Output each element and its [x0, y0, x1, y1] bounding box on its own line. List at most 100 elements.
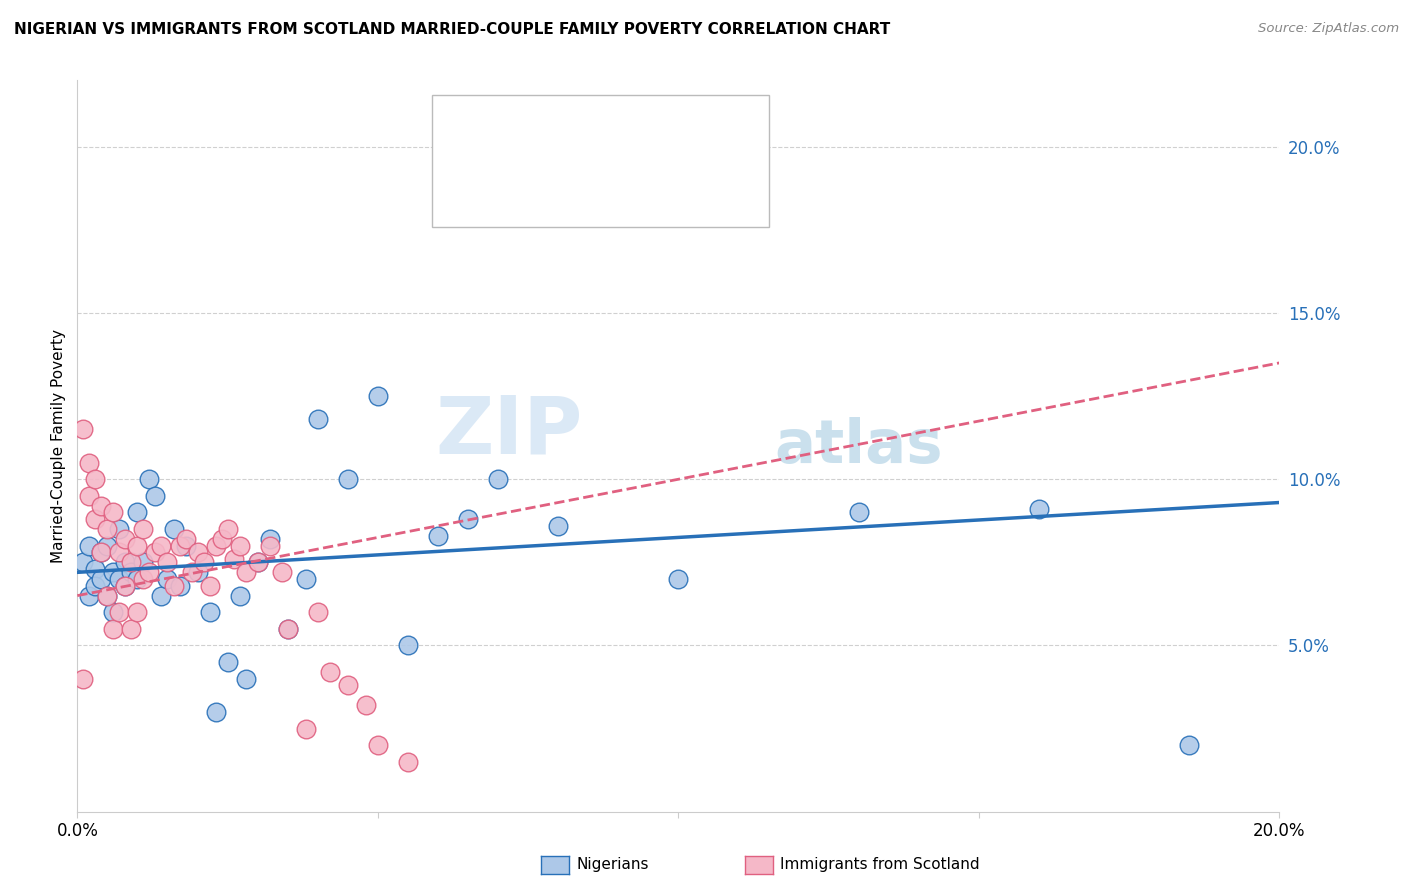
- Point: [259, 539, 281, 553]
- Point: [114, 579, 136, 593]
- Point: [120, 566, 142, 580]
- Point: [246, 555, 269, 569]
- Point: [270, 566, 292, 580]
- Point: [259, 532, 281, 546]
- Point: [277, 622, 299, 636]
- Point: [204, 705, 226, 719]
- Point: [108, 572, 131, 586]
- Point: [668, 572, 690, 586]
- Point: [246, 555, 269, 569]
- Point: [319, 665, 342, 679]
- Point: [132, 555, 155, 569]
- Point: [145, 489, 167, 503]
- Point: [198, 579, 221, 593]
- Point: [228, 589, 250, 603]
- Point: [396, 639, 419, 653]
- Point: [79, 456, 101, 470]
- Point: [108, 522, 131, 536]
- Point: [84, 579, 107, 593]
- Point: [217, 522, 239, 536]
- Point: [96, 522, 118, 536]
- Text: Source: ZipAtlas.com: Source: ZipAtlas.com: [1258, 22, 1399, 36]
- Point: [150, 539, 173, 553]
- Point: [72, 555, 94, 569]
- Text: 48: 48: [600, 117, 624, 135]
- Point: [103, 622, 125, 636]
- Point: [457, 512, 479, 526]
- Point: [114, 532, 136, 546]
- Point: [235, 566, 257, 580]
- Point: [72, 422, 94, 436]
- Point: [145, 545, 167, 559]
- Point: [336, 678, 359, 692]
- Point: [127, 539, 149, 553]
- Point: [127, 572, 149, 586]
- Point: [138, 472, 160, 486]
- Point: [294, 722, 316, 736]
- Point: [90, 499, 112, 513]
- Point: [174, 532, 197, 546]
- Point: [294, 572, 316, 586]
- Point: [162, 522, 184, 536]
- Point: [1028, 502, 1050, 516]
- Point: [156, 555, 179, 569]
- Text: R =: R =: [484, 117, 520, 135]
- Point: [108, 605, 131, 619]
- Point: [427, 529, 450, 543]
- Text: 0.210: 0.210: [515, 150, 568, 168]
- Point: [79, 489, 101, 503]
- Point: [132, 572, 155, 586]
- Point: [367, 738, 389, 752]
- Point: [156, 572, 179, 586]
- Point: [162, 579, 184, 593]
- Text: N =: N =: [569, 150, 606, 168]
- Point: [127, 605, 149, 619]
- Point: [127, 506, 149, 520]
- Point: [90, 572, 112, 586]
- Point: [180, 566, 202, 580]
- Point: [103, 566, 125, 580]
- Text: NIGERIAN VS IMMIGRANTS FROM SCOTLAND MARRIED-COUPLE FAMILY POVERTY CORRELATION C: NIGERIAN VS IMMIGRANTS FROM SCOTLAND MAR…: [14, 22, 890, 37]
- Point: [103, 605, 125, 619]
- Y-axis label: Married-Couple Family Poverty: Married-Couple Family Poverty: [51, 329, 66, 563]
- Text: atlas: atlas: [775, 417, 943, 475]
- Point: [79, 539, 101, 553]
- Point: [138, 566, 160, 580]
- Point: [108, 545, 131, 559]
- Point: [217, 655, 239, 669]
- Point: [84, 562, 107, 576]
- Point: [186, 566, 209, 580]
- Point: [169, 579, 191, 593]
- Text: N =: N =: [569, 117, 606, 135]
- Point: [90, 545, 112, 559]
- Point: [235, 672, 257, 686]
- Point: [150, 589, 173, 603]
- Point: [96, 589, 118, 603]
- Point: [354, 698, 377, 713]
- Point: [1178, 738, 1201, 752]
- Point: [307, 412, 329, 426]
- Point: [103, 506, 125, 520]
- Text: Nigerians: Nigerians: [576, 857, 650, 871]
- Point: [228, 539, 250, 553]
- Point: [848, 506, 870, 520]
- Point: [114, 579, 136, 593]
- Point: [79, 589, 101, 603]
- Point: [367, 389, 389, 403]
- Point: [174, 539, 197, 553]
- Point: [84, 472, 107, 486]
- Text: 0.180: 0.180: [515, 117, 567, 135]
- Point: [90, 545, 112, 559]
- Text: R =: R =: [484, 150, 520, 168]
- Point: [120, 555, 142, 569]
- Point: [486, 472, 509, 486]
- Point: [277, 622, 299, 636]
- Point: [204, 539, 226, 553]
- Point: [336, 472, 359, 486]
- Text: ZIP: ZIP: [434, 392, 582, 470]
- Point: [132, 522, 155, 536]
- Point: [84, 512, 107, 526]
- Text: Immigrants from Scotland: Immigrants from Scotland: [780, 857, 980, 871]
- Point: [120, 622, 142, 636]
- Point: [96, 539, 118, 553]
